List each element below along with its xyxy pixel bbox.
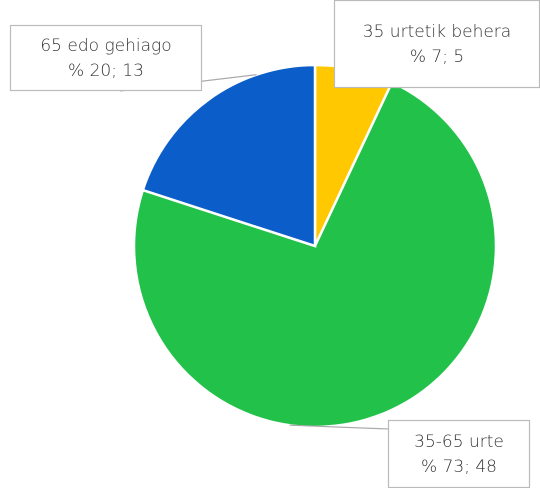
label-box xyxy=(387,419,531,488)
pie-slice xyxy=(132,80,498,429)
label-value: % 20; 13 xyxy=(68,61,144,81)
data-label: 35 urtetik behera % 7; 5 xyxy=(333,0,540,89)
pie-slice xyxy=(141,63,317,248)
label-value: % 73; 48 xyxy=(421,457,497,477)
label-box xyxy=(333,0,540,89)
label-category: 65 edo gehiago xyxy=(40,36,171,56)
data-label: 65 edo gehiago % 20; 13 xyxy=(9,24,203,92)
data-label: 35-65 urte % 73; 48 xyxy=(387,419,531,488)
label-box xyxy=(9,24,203,92)
label-category: 35-65 urte xyxy=(414,432,504,452)
label-value: % 7; 5 xyxy=(410,47,464,67)
label-category: 35 urtetik behera xyxy=(363,22,511,42)
